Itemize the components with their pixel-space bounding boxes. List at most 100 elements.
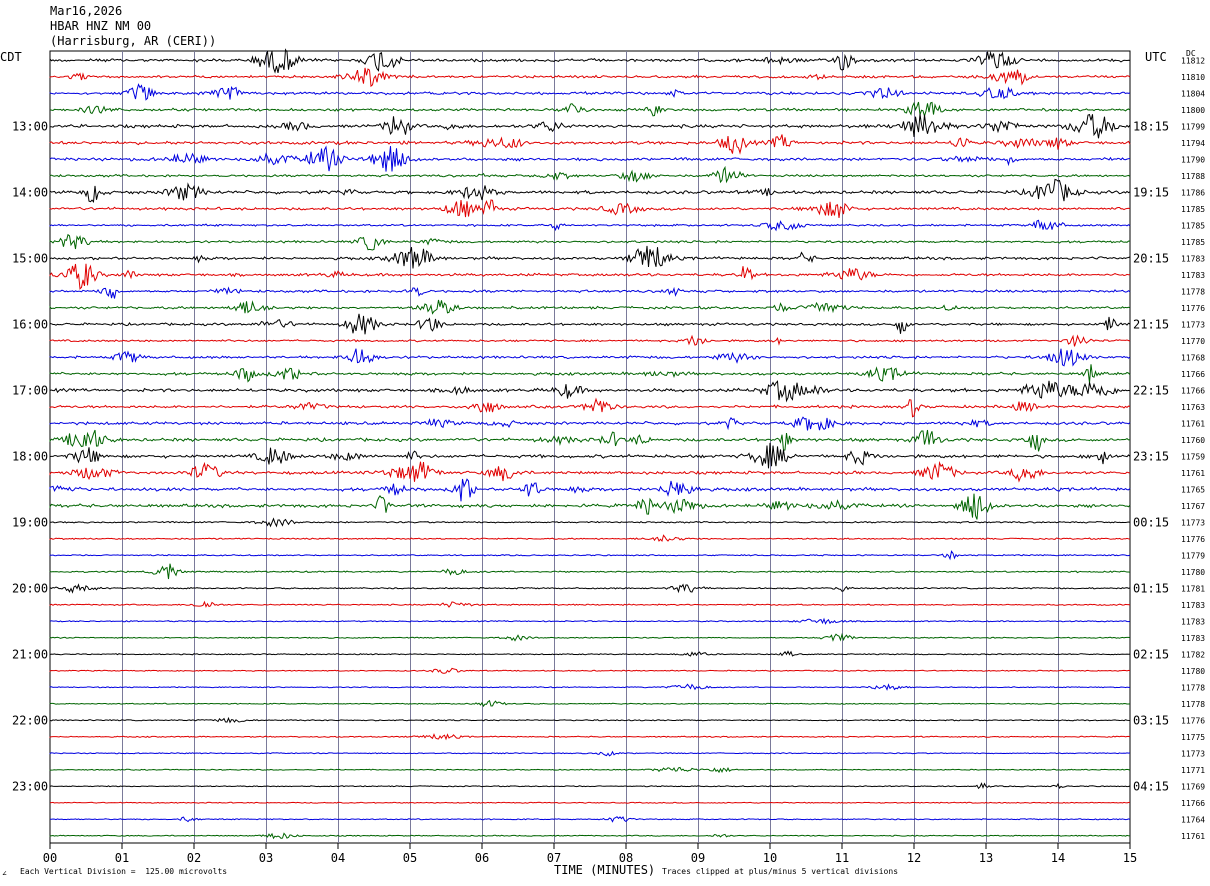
right-time-label-6: 00:15: [1133, 515, 1169, 529]
left-time-label-8: 21:00: [12, 647, 48, 661]
dc-offset-label-35: 11783: [1181, 634, 1205, 643]
trace-28: [49, 517, 1131, 528]
dc-offset-label-9: 11785: [1181, 205, 1205, 214]
left-time-label-7: 20:00: [12, 581, 48, 595]
dc-offset-label-7: 11788: [1181, 172, 1205, 181]
trace-3: [49, 101, 1131, 118]
right-time-label-8: 02:15: [1133, 647, 1169, 661]
right-time-label-2: 20:15: [1133, 251, 1169, 265]
trace-35: [49, 632, 1131, 642]
dc-offset-label-32: 11781: [1181, 584, 1205, 593]
left-time-label-9: 22:00: [12, 713, 48, 727]
dc-offset-label-46: 11764: [1181, 815, 1205, 824]
trace-11: [49, 233, 1131, 251]
dc-offset-label-47: 11761: [1181, 832, 1205, 841]
trace-43: [49, 766, 1131, 774]
right-time-label-7: 01:15: [1133, 581, 1169, 595]
trace-30: [49, 550, 1131, 561]
trace-27: [49, 493, 1131, 520]
trace-42: [49, 750, 1131, 757]
x-tick-label-15: 15: [1123, 851, 1137, 865]
dc-offset-label-27: 11767: [1181, 502, 1205, 511]
x-tick-label-14: 14: [1051, 851, 1065, 865]
dc-offset-label-25: 11761: [1181, 469, 1205, 478]
trace-15: [49, 299, 1131, 315]
x-tick-label-12: 12: [907, 851, 921, 865]
x-tick-label-01: 01: [115, 851, 129, 865]
trace-31: [49, 563, 1131, 580]
dc-offset-label-43: 11771: [1181, 766, 1205, 775]
trace-13: [49, 263, 1130, 290]
trace-47: [49, 832, 1131, 840]
left-time-label-4: 17:00: [12, 383, 48, 397]
trace-12: [49, 245, 1131, 269]
x-tick-label-10: 10: [763, 851, 777, 865]
trace-39: [49, 699, 1131, 708]
dc-offset-label-26: 11765: [1181, 485, 1205, 494]
dc-offset-label-14: 11778: [1181, 287, 1205, 296]
dc-offset-label-29: 11776: [1181, 535, 1205, 544]
scale-note: Each Vertical Division = 125.00 microvol…: [20, 867, 228, 876]
dc-offset-label-13: 11783: [1181, 271, 1205, 280]
dc-offset-label-24: 11759: [1181, 452, 1205, 461]
trace-24: [49, 442, 1131, 469]
right-time-label-9: 03:15: [1133, 713, 1169, 727]
trace-20: [49, 380, 1131, 403]
left-time-label-3: 16:00: [12, 317, 48, 331]
right-time-label-5: 23:15: [1133, 449, 1169, 463]
dc-offset-label-21: 11763: [1181, 403, 1205, 412]
dc-offset-label-20: 11766: [1181, 386, 1205, 395]
dc-offset-label-18: 11768: [1181, 353, 1205, 362]
dc-offset-label-28: 11773: [1181, 518, 1205, 527]
trace-41: [49, 733, 1131, 741]
x-tick-label-03: 03: [259, 851, 273, 865]
dc-offset-label-38: 11778: [1181, 683, 1205, 692]
left-time-label-2: 15:00: [12, 251, 48, 265]
trace-18: [49, 348, 1131, 367]
right-time-label-3: 21:15: [1133, 317, 1169, 331]
left-time-label-1: 14:00: [12, 185, 48, 199]
trace-16: [49, 313, 1131, 335]
dc-offset-label-42: 11773: [1181, 749, 1205, 758]
trace-46: [50, 816, 1131, 823]
x-tick-label-08: 08: [619, 851, 633, 865]
dc-offset-label-33: 11783: [1181, 601, 1205, 610]
dc-offset-label-0: 11812: [1181, 56, 1205, 65]
trace-38: [49, 683, 1130, 691]
right-time-label-10: 04:15: [1133, 779, 1169, 793]
dc-offset-label-10: 11785: [1181, 221, 1205, 230]
trace-26: [49, 478, 1131, 502]
header-date: Mar16,2026: [50, 4, 123, 18]
trace-34: [49, 617, 1131, 625]
trace-37: [49, 667, 1131, 674]
x-tick-label-05: 05: [403, 851, 417, 865]
trace-2: [49, 83, 1131, 101]
trace-6: [49, 145, 1131, 172]
trace-22: [49, 416, 1131, 431]
right-time-label-0: 18:15: [1133, 119, 1169, 133]
dc-offset-label-17: 11770: [1181, 337, 1205, 346]
trace-23: [49, 429, 1131, 452]
dc-offset-label-5: 11794: [1181, 139, 1205, 148]
trace-36: [49, 650, 1131, 657]
trace-44: [49, 782, 1131, 790]
right-time-label-1: 19:15: [1133, 185, 1169, 199]
clip-note: Traces clipped at plus/minus 5 vertical …: [662, 867, 899, 876]
plot-frame: [49, 50, 1131, 844]
trace-40: [49, 716, 1131, 724]
dc-offset-label-23: 11760: [1181, 436, 1205, 445]
trace-45: [49, 801, 1131, 804]
x-tick-label-06: 06: [475, 851, 489, 865]
dc-offset-label-15: 11776: [1181, 304, 1205, 313]
trace-33: [49, 600, 1131, 608]
trace-8: [49, 178, 1131, 203]
x-axis-title: TIME (MINUTES): [554, 863, 656, 877]
dc-offset-label-30: 11779: [1181, 551, 1205, 560]
header-station: HBAR HNZ NM 00: [50, 19, 152, 33]
left-timezone-label: CDT: [0, 50, 22, 64]
dc-offset-label-4: 11799: [1181, 122, 1205, 131]
trace-21: [49, 397, 1131, 418]
dc-offset-label-19: 11766: [1181, 370, 1205, 379]
dc-offset-label-45: 11766: [1181, 799, 1205, 808]
